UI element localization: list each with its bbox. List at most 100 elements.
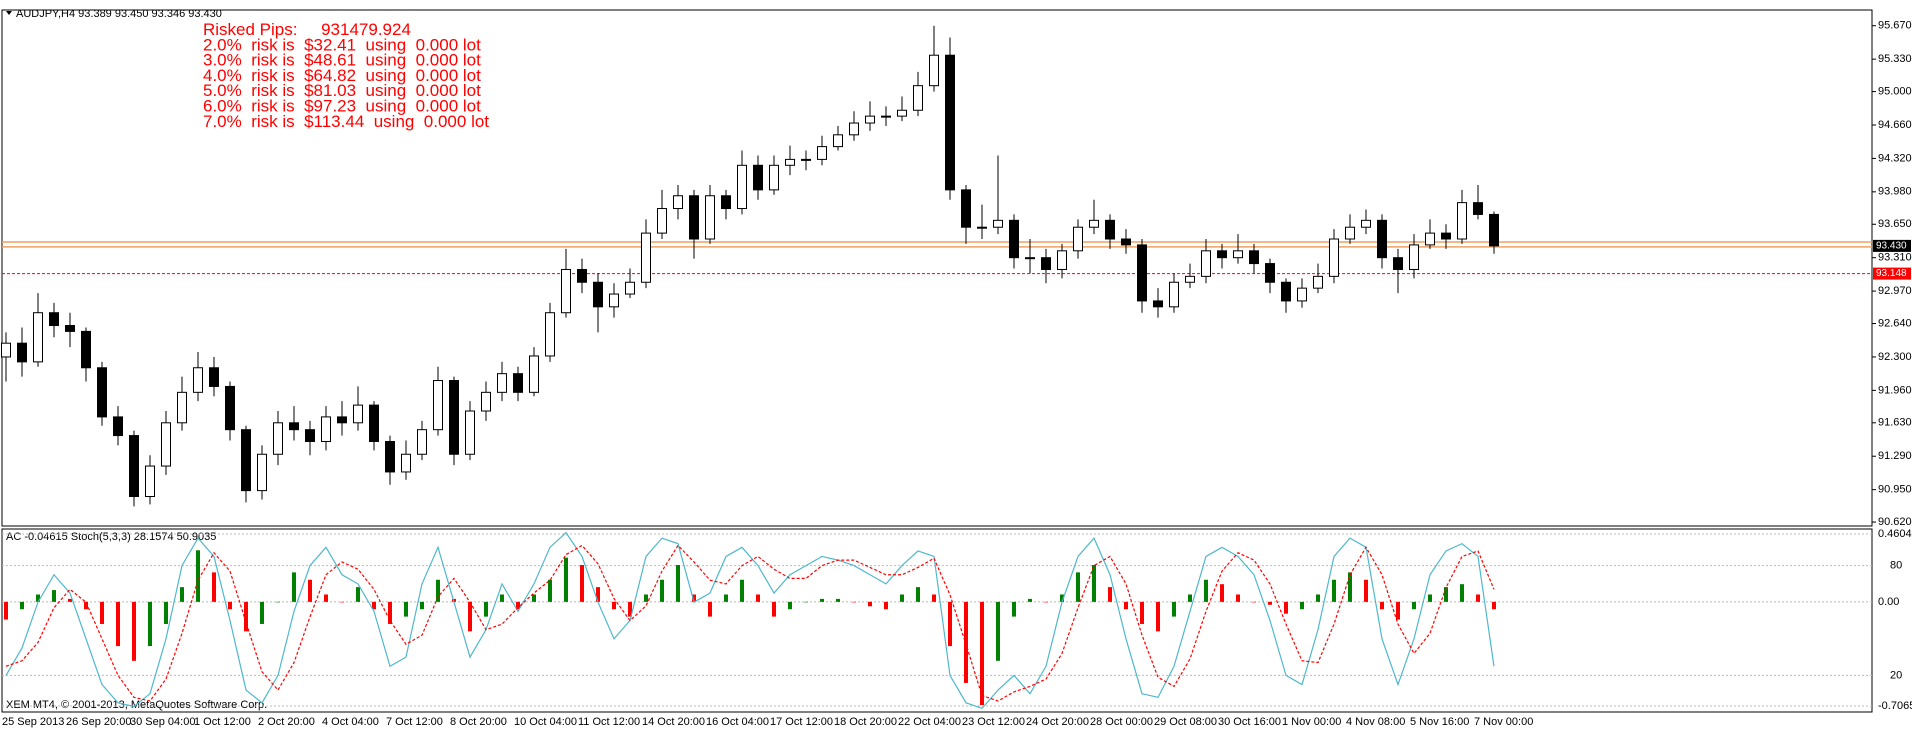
ac-bar — [356, 587, 360, 602]
candle-body — [1345, 226, 1355, 240]
ac-bar — [884, 601, 888, 610]
ac-bar — [1236, 594, 1240, 602]
candle-body — [609, 293, 619, 308]
ac-bar — [1156, 601, 1160, 632]
ac-bar — [244, 601, 248, 632]
candle-body — [577, 268, 587, 283]
risk-annotation: Risked Pips: 931479.924 — [203, 20, 411, 39]
candle-body — [1009, 219, 1019, 259]
ac-bar — [164, 601, 168, 624]
risk-annotation: 2.0% risk is $32.41 using 0.000 lot — [203, 35, 481, 54]
ac-bar — [308, 579, 312, 602]
ac-bar — [724, 594, 728, 602]
candle-body — [49, 312, 59, 326]
x-tick-label: 16 Oct 04:00 — [706, 716, 769, 728]
candle-body — [1425, 232, 1435, 246]
candle-body — [1313, 275, 1323, 289]
y2-tick-label: 80 — [1890, 560, 1902, 572]
x-tick-label: 28 Oct 00:00 — [1090, 716, 1153, 728]
candle-body — [97, 367, 107, 418]
candle-body — [705, 195, 715, 240]
y-tick-label: 95.330 — [1878, 53, 1912, 65]
ac-bar — [1108, 587, 1112, 602]
ac-bar — [1412, 601, 1416, 610]
ac-bar — [948, 601, 952, 647]
stop-label-box — [1873, 267, 1911, 280]
y-tick-label: 94.320 — [1878, 152, 1912, 164]
ac-bar — [276, 601, 280, 603]
candle-body — [769, 164, 779, 191]
ac-bar — [1364, 579, 1368, 602]
candle-body — [81, 330, 91, 369]
candle-body — [113, 416, 123, 437]
candle-body — [1153, 300, 1163, 308]
bid-label: 93.430 — [1876, 241, 1907, 252]
y2-tick-label: 20 — [1890, 669, 1902, 681]
symbol-title: AUDJPY,H4 93.389 93.450 93.346 93.430 — [16, 8, 222, 20]
candle-body — [497, 373, 507, 393]
ac-bar — [292, 572, 296, 602]
ac-bar — [260, 601, 264, 624]
candle-body — [1233, 250, 1243, 259]
ac-bar — [836, 598, 840, 602]
y-tick-label: 95.670 — [1878, 20, 1912, 32]
ac-bar — [1092, 565, 1096, 602]
candle-body — [369, 404, 379, 442]
x-tick-label: 7 Nov 00:00 — [1474, 716, 1533, 728]
candle-body — [1377, 219, 1387, 259]
y-tick-label: 93.980 — [1878, 186, 1912, 198]
y-tick-label: 90.950 — [1878, 484, 1912, 496]
candle-body — [225, 385, 235, 431]
x-tick-label: 4 Oct 04:00 — [322, 716, 379, 728]
ac-bar — [212, 572, 216, 602]
x-tick-label: 2 Oct 20:00 — [258, 716, 315, 728]
ac-bar — [1204, 579, 1208, 602]
x-tick-label: 10 Oct 04:00 — [514, 716, 577, 728]
candle-body — [641, 232, 651, 283]
candle-body — [1137, 244, 1147, 302]
ac-bar — [404, 601, 408, 617]
candle-body — [529, 355, 539, 393]
candle-body — [785, 158, 795, 166]
candle-body — [337, 416, 347, 424]
x-tick-label: 5 Nov 16:00 — [1410, 716, 1469, 728]
candle-body — [545, 312, 555, 357]
x-tick-label: 18 Oct 20:00 — [834, 716, 897, 728]
ac-bar — [692, 594, 696, 602]
ac-bar — [1044, 601, 1048, 603]
x-tick-label: 11 Oct 12:00 — [578, 716, 640, 728]
ac-bar — [436, 579, 440, 602]
ac-bar — [660, 579, 664, 602]
risk-annotation: 3.0% risk is $48.61 using 0.000 lot — [203, 51, 481, 70]
x-tick-label: 14 Oct 20:00 — [642, 716, 705, 728]
ac-bar — [372, 601, 376, 610]
ac-bar — [1316, 594, 1320, 602]
candle-body — [289, 422, 299, 431]
ac-bar — [676, 565, 680, 602]
x-tick-label: 25 Sep 2013 — [2, 716, 64, 728]
candle-body — [849, 122, 859, 136]
ac-bar — [148, 601, 152, 647]
candle-body — [481, 391, 491, 412]
candle-body — [1393, 257, 1403, 270]
indicator-panel-frame — [1, 528, 1873, 713]
ac-bar — [1140, 601, 1144, 624]
candle-body — [1297, 287, 1307, 302]
risk-annotation: 6.0% risk is $97.23 using 0.000 lot — [203, 97, 481, 116]
candle-body — [1, 342, 11, 358]
ac-bar — [20, 601, 24, 610]
ac-bar — [548, 579, 552, 602]
y-tick-label: 91.960 — [1878, 384, 1912, 396]
candle-body — [689, 195, 699, 240]
y-tick-label: 93.310 — [1878, 252, 1912, 264]
ac-bar — [820, 598, 824, 602]
y-tick-label: 91.630 — [1878, 417, 1912, 429]
ac-bar — [1444, 587, 1448, 602]
candle-body — [241, 429, 251, 492]
ac-bar — [1188, 594, 1192, 602]
ac-bar — [708, 601, 712, 617]
x-tick-label: 26 Sep 20:00 — [66, 716, 131, 728]
ac-bar — [132, 601, 136, 661]
candle-body — [737, 164, 747, 210]
